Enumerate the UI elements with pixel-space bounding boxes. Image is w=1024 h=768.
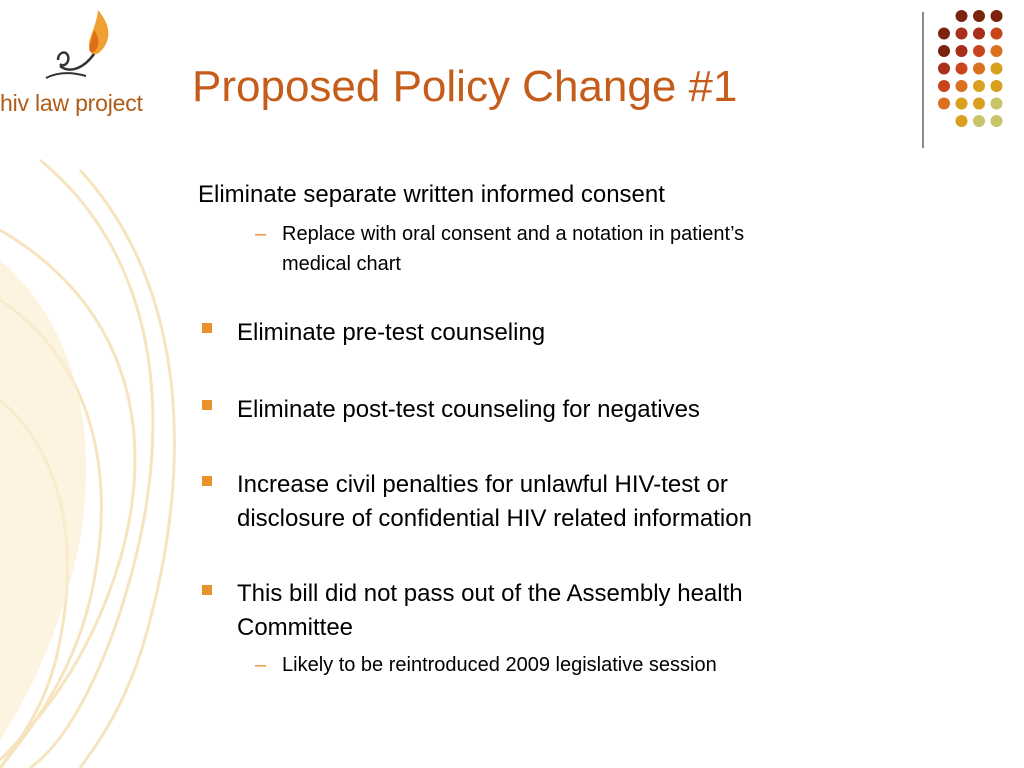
decorative-dot <box>955 45 968 57</box>
title-divider <box>922 12 924 148</box>
dash-bullet: – <box>255 654 267 676</box>
decorative-dot <box>973 115 985 127</box>
decorative-dot <box>990 45 1003 57</box>
square-bullet <box>202 323 212 333</box>
decorative-dot <box>973 97 985 110</box>
decorative-dot <box>990 62 1003 75</box>
bullet-text: Increase civil penalties for unlawful HI… <box>237 471 728 498</box>
logo-text: hiv law project <box>0 90 143 116</box>
decorative-dot <box>973 45 985 57</box>
decorative-dot <box>955 10 968 22</box>
square-bullet <box>202 400 212 410</box>
square-bullet <box>202 585 212 595</box>
decorative-dot <box>938 80 950 92</box>
decorative-dot-grid <box>938 10 1003 127</box>
bullet-text: disclosure of confidential HIV related i… <box>237 505 752 532</box>
decorative-dot <box>990 10 1003 22</box>
sub-bullet-text: medical chart <box>282 253 401 275</box>
decorative-dot <box>990 27 1003 40</box>
decorative-dot <box>955 80 968 92</box>
decorative-dot <box>938 97 950 110</box>
bullet-text: Committee <box>237 614 354 641</box>
square-bullet <box>202 476 212 486</box>
decorative-dot <box>990 80 1003 92</box>
sub-bullet-text: Likely to be reintroduced 2009 legislati… <box>282 654 717 676</box>
hiv-law-project-logo: hiv law project <box>0 6 165 124</box>
decorative-dot <box>973 27 985 40</box>
decorative-dot <box>938 27 950 40</box>
dash-bullet: – <box>255 223 267 245</box>
slide-title: Proposed Policy Change #1 <box>192 62 738 111</box>
decorative-dot <box>973 80 985 92</box>
decorative-dot <box>990 115 1003 127</box>
bullet-text: Eliminate pre-test counseling <box>237 319 546 346</box>
bullet-text: This bill did not pass out of the Assemb… <box>237 580 743 607</box>
bullet-text: Eliminate separate written informed cons… <box>198 181 665 208</box>
decorative-dot <box>990 97 1003 110</box>
decorative-dot <box>938 45 950 57</box>
torch-flame-icon <box>45 10 109 79</box>
decorative-dot <box>955 62 968 75</box>
decorative-dot <box>955 115 968 127</box>
decorative-dot <box>955 97 968 110</box>
decorative-dot <box>938 62 950 75</box>
sub-bullet-text: Replace with oral consent and a notation… <box>282 223 745 245</box>
decorative-dot <box>973 10 985 22</box>
bullet-text: Eliminate post-test counseling for negat… <box>237 396 700 423</box>
decorative-dot <box>955 27 968 40</box>
decorative-dot <box>973 62 985 75</box>
